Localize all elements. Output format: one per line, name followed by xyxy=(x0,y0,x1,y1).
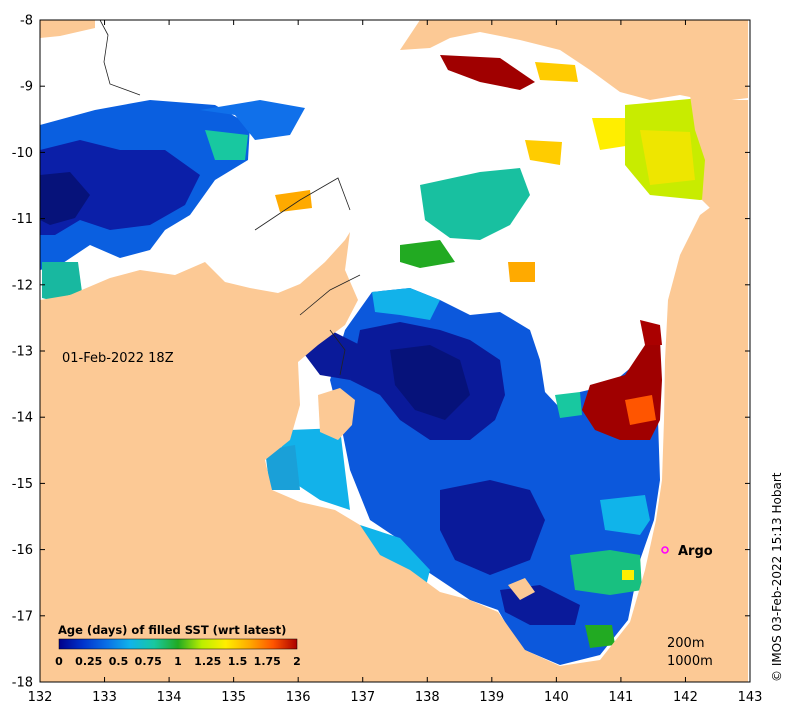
sst-age-field xyxy=(40,55,748,665)
colorbar-title: Age (days) of filled SST (wrt latest) xyxy=(58,623,286,637)
lat-tick-label: -9 xyxy=(20,80,33,95)
small-island xyxy=(40,20,95,38)
credit-label: © IMOS 03-Feb-2022 15:13 Hobart xyxy=(770,472,784,682)
mornington-island xyxy=(508,578,535,600)
lat-tick-label: -14 xyxy=(12,411,33,426)
australia-mainland xyxy=(40,180,748,682)
latitude-axis: -8 -9 -10 -11 -12 -13 -14 -15 -16 -17 -18 xyxy=(12,14,750,691)
argo-label: Argo xyxy=(678,544,713,559)
cape-york xyxy=(690,95,748,210)
lon-tick-label: 133 xyxy=(92,690,117,705)
lat-tick-label: -10 xyxy=(12,146,33,161)
colorbar-tick-label: 2 xyxy=(293,655,301,668)
colorbar-tick-labels: 0 0.25 0.5 0.75 1 1.25 1.5 1.75 2 xyxy=(55,655,301,668)
lon-tick-label: 140 xyxy=(544,690,569,705)
lon-tick-label: 132 xyxy=(28,690,53,705)
bathymetry-contours xyxy=(99,20,361,376)
argo-marker xyxy=(661,546,669,554)
lat-tick-label: -17 xyxy=(12,609,33,624)
lon-tick-label: 142 xyxy=(673,690,698,705)
lon-tick-label: 134 xyxy=(157,690,182,705)
lat-tick-label: -8 xyxy=(20,14,33,29)
colorbar-tick-label: 1 xyxy=(174,655,182,668)
colorbar-tick-label: 0.75 xyxy=(135,655,162,668)
lon-tick-label: 137 xyxy=(350,690,375,705)
lat-tick-label: -16 xyxy=(12,543,33,558)
colorbar-tick-label: 1.5 xyxy=(228,655,248,668)
colorbar-tick-label: 1.25 xyxy=(194,655,221,668)
lat-tick-label: -12 xyxy=(12,278,33,293)
lon-tick-label: 141 xyxy=(608,690,633,705)
colorbar-tick-label: 0.5 xyxy=(109,655,129,668)
new-guinea xyxy=(400,20,748,102)
depth-label-200m: 200m xyxy=(667,636,704,651)
lat-tick-label: -15 xyxy=(12,477,33,492)
lat-tick-label: -11 xyxy=(12,212,33,227)
date-label: 01-Feb-2022 18Z xyxy=(62,351,174,366)
longitude-axis: 132 133 134 135 136 137 138 139 140 141 142 143 xyxy=(28,20,763,705)
land xyxy=(40,20,748,682)
lon-tick-label: 138 xyxy=(415,690,440,705)
colorbar-ramp xyxy=(58,638,298,650)
colorbar-tick-label: 1.75 xyxy=(254,655,281,668)
lon-tick-label: 139 xyxy=(479,690,504,705)
colorbar-tick-label: 0.25 xyxy=(75,655,102,668)
lat-tick-label: -13 xyxy=(12,345,33,360)
lon-tick-label: 136 xyxy=(286,690,311,705)
lon-tick-label: 135 xyxy=(221,690,246,705)
lon-tick-label: 143 xyxy=(738,690,763,705)
lat-tick-label: -18 xyxy=(12,676,33,691)
depth-label-1000m: 1000m xyxy=(667,654,713,669)
colorbar-tick-label: 0 xyxy=(55,655,63,668)
groote-eylandt xyxy=(318,388,355,440)
